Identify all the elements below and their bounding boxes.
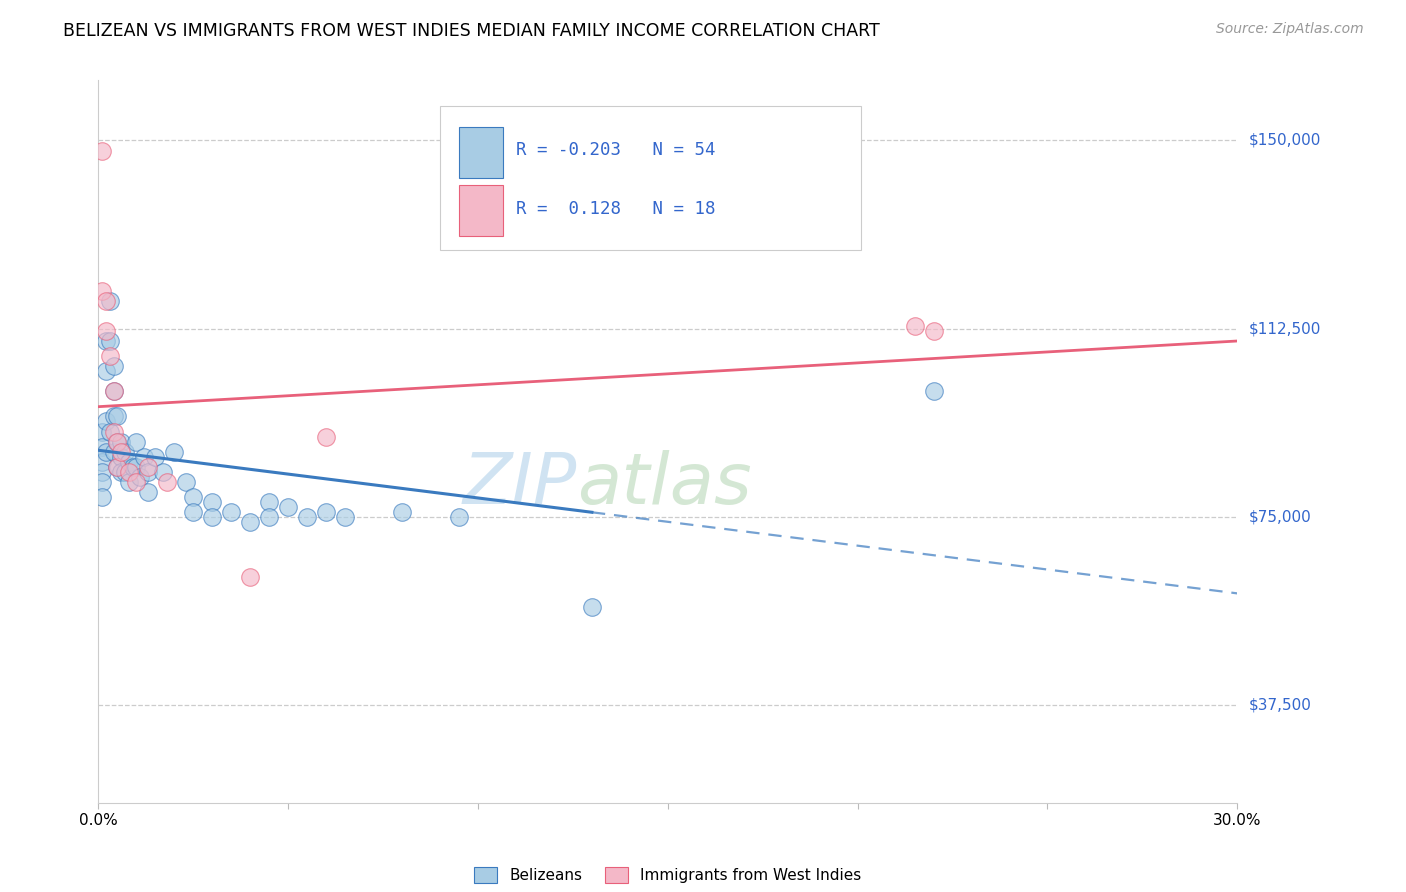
Point <box>132 450 155 464</box>
Point <box>118 454 141 468</box>
Point <box>277 500 299 514</box>
Point <box>107 434 129 449</box>
Point <box>91 454 114 468</box>
Point <box>581 600 603 615</box>
Point <box>98 293 121 308</box>
Point <box>103 444 125 458</box>
Point <box>156 475 179 489</box>
Point <box>125 434 148 449</box>
Point <box>110 465 132 479</box>
Point <box>201 494 224 508</box>
Text: ZIP: ZIP <box>463 450 576 519</box>
Point <box>118 465 141 479</box>
Point <box>922 324 945 338</box>
Point <box>125 459 148 474</box>
Text: Source: ZipAtlas.com: Source: ZipAtlas.com <box>1216 22 1364 37</box>
Point <box>449 509 471 524</box>
Point <box>163 444 186 458</box>
Point <box>174 475 197 489</box>
Point <box>107 459 129 474</box>
Bar <box>460 185 503 235</box>
Point <box>335 509 357 524</box>
Point <box>94 444 117 458</box>
Point <box>152 465 174 479</box>
Point <box>98 334 121 348</box>
Point <box>110 444 132 458</box>
Point <box>94 364 117 378</box>
Point <box>183 490 205 504</box>
FancyBboxPatch shape <box>440 105 862 250</box>
Point <box>136 465 159 479</box>
Point <box>91 465 114 479</box>
Text: atlas: atlas <box>576 450 751 519</box>
Point <box>94 293 117 308</box>
Point <box>110 450 132 464</box>
Text: BELIZEAN VS IMMIGRANTS FROM WEST INDIES MEDIAN FAMILY INCOME CORRELATION CHART: BELIZEAN VS IMMIGRANTS FROM WEST INDIES … <box>63 22 880 40</box>
Point <box>91 490 114 504</box>
Point <box>922 384 945 399</box>
Text: $37,500: $37,500 <box>1249 698 1312 713</box>
Text: $112,500: $112,500 <box>1249 321 1322 336</box>
Point <box>107 434 129 449</box>
Point <box>98 349 121 363</box>
Point <box>221 505 243 519</box>
Point <box>91 425 114 439</box>
Point <box>94 414 117 428</box>
Point <box>118 475 141 489</box>
Point <box>391 505 413 519</box>
Point <box>103 359 125 374</box>
Point <box>91 475 114 489</box>
Point <box>145 450 167 464</box>
Point <box>904 319 927 334</box>
Point <box>103 425 125 439</box>
Point <box>129 469 152 483</box>
Point <box>94 324 117 338</box>
Point <box>259 494 281 508</box>
Point <box>91 284 114 298</box>
Point <box>201 509 224 524</box>
Bar <box>460 128 503 178</box>
Point <box>239 570 262 584</box>
Point <box>259 509 281 524</box>
Point <box>239 515 262 529</box>
Point <box>297 509 319 524</box>
Point <box>103 384 125 399</box>
Point <box>114 465 136 479</box>
Text: R =  0.128   N = 18: R = 0.128 N = 18 <box>516 200 716 218</box>
Point <box>103 409 125 424</box>
Point <box>91 144 114 158</box>
Text: $150,000: $150,000 <box>1249 133 1322 148</box>
Point <box>183 505 205 519</box>
Point <box>110 434 132 449</box>
Text: $75,000: $75,000 <box>1249 509 1312 524</box>
Point <box>315 429 337 443</box>
Point <box>136 484 159 499</box>
Point <box>91 440 114 454</box>
Point <box>315 505 337 519</box>
Point <box>136 459 159 474</box>
Text: R = -0.203   N = 54: R = -0.203 N = 54 <box>516 141 716 160</box>
Point <box>98 425 121 439</box>
Point <box>107 409 129 424</box>
Point <box>125 475 148 489</box>
Point <box>94 334 117 348</box>
Legend: Belizeans, Immigrants from West Indies: Belizeans, Immigrants from West Indies <box>468 861 868 889</box>
Point <box>121 459 143 474</box>
Point <box>107 459 129 474</box>
Point <box>114 444 136 458</box>
Point <box>103 384 125 399</box>
